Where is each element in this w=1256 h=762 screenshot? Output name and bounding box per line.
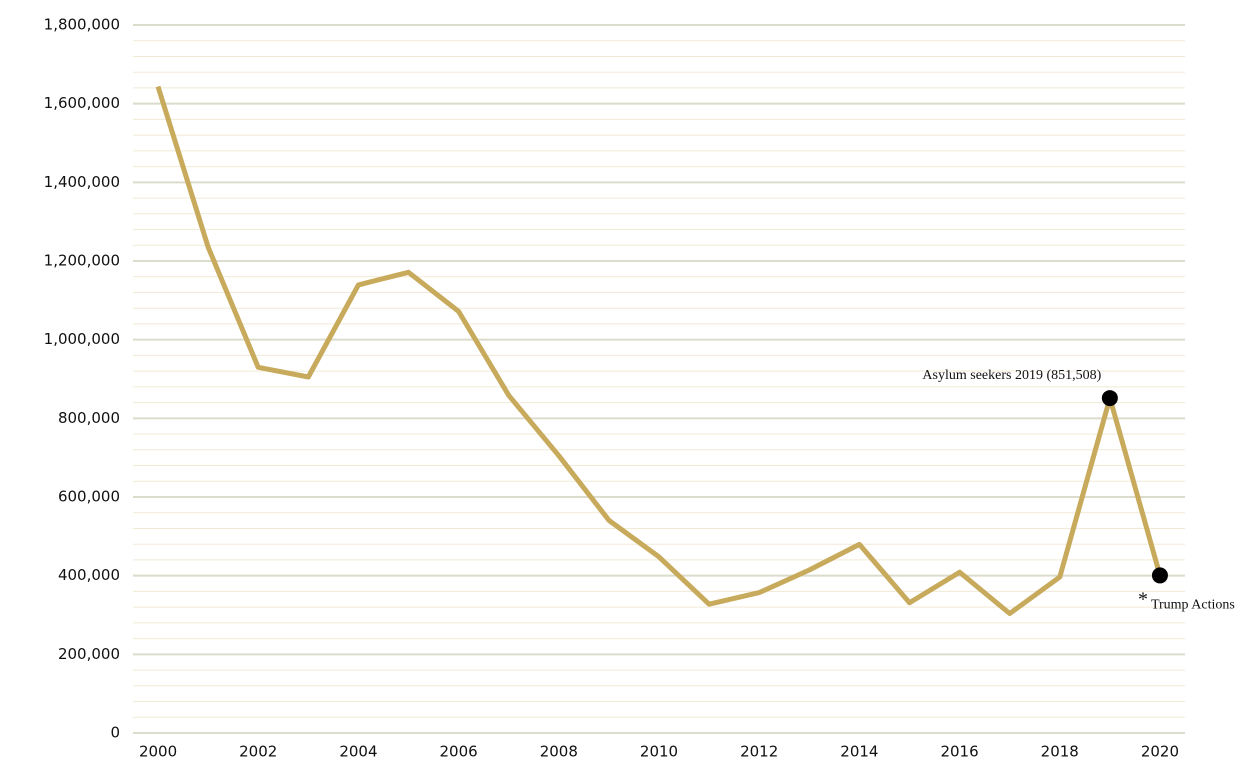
annotation-label: Trump Actions <box>1151 597 1235 612</box>
y-tick-label: 800,000 <box>58 409 120 427</box>
x-tick-label: 2012 <box>740 743 778 761</box>
annotation-marker: * <box>1138 588 1148 610</box>
x-tick-label: 2020 <box>1141 743 1179 761</box>
y-tick-label: 400,000 <box>58 566 120 584</box>
x-tick-label: 2004 <box>339 743 377 761</box>
y-tick-label: 1,800,000 <box>44 16 120 34</box>
x-tick-label: 2002 <box>239 743 277 761</box>
y-tick-label: 600,000 <box>58 488 120 506</box>
x-tick-label: 2014 <box>840 743 878 761</box>
y-tick-label: 1,000,000 <box>44 330 120 348</box>
x-tick-label: 2000 <box>139 743 177 761</box>
annotation-point <box>1101 390 1118 407</box>
x-tick-label: 2016 <box>940 743 978 761</box>
annotation-label: Asylum seekers 2019 (851,508) <box>922 368 1101 383</box>
y-tick-label: 0 <box>110 724 120 742</box>
y-tick-label: 200,000 <box>58 645 120 663</box>
x-tick-label: 2010 <box>640 743 678 761</box>
y-tick-label: 1,600,000 <box>44 94 120 112</box>
x-tick-label: 2018 <box>1041 743 1079 761</box>
x-tick-label: 2008 <box>540 743 578 761</box>
y-tick-label: 1,400,000 <box>44 173 120 191</box>
y-tick-label: 1,200,000 <box>44 252 120 270</box>
x-tick-label: 2006 <box>440 743 478 761</box>
data-line <box>155 85 1163 616</box>
annotation-point <box>1151 567 1168 584</box>
